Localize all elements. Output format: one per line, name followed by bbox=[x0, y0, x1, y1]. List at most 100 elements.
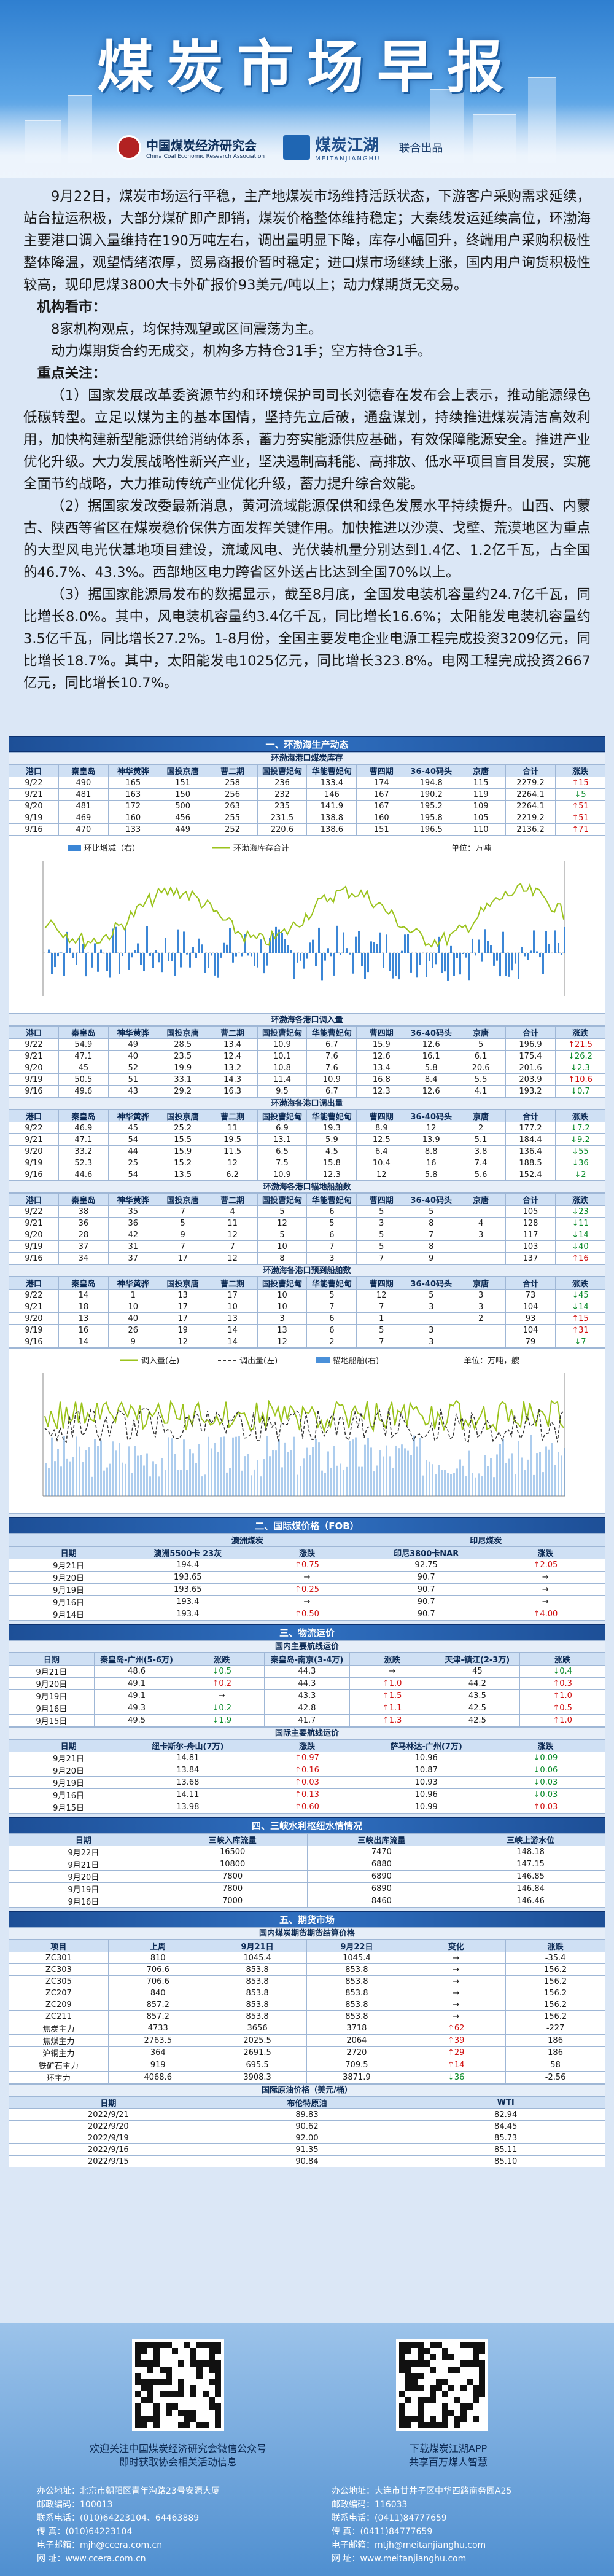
anchor-ship-bar bbox=[499, 1444, 501, 1496]
table-cell: 15.8 bbox=[306, 1157, 357, 1169]
qr-module bbox=[215, 2348, 221, 2354]
table-cell: 2219.2 bbox=[505, 812, 556, 824]
anchor-ship-bar bbox=[505, 1463, 507, 1496]
qr-module bbox=[448, 2410, 454, 2416]
table-cell: ↑0.5 bbox=[519, 1702, 605, 1715]
qr-module bbox=[135, 2379, 141, 2385]
column-header: 日期 bbox=[8, 1739, 129, 1752]
stock-change-bar bbox=[524, 953, 526, 957]
stock-change-bar bbox=[401, 950, 403, 953]
ccera-wechat-qr-code[interactable] bbox=[132, 2339, 224, 2431]
table-cell: 2264.1 bbox=[505, 788, 556, 801]
qr-module bbox=[399, 2348, 405, 2354]
column-header: 36-40码头 bbox=[406, 1110, 457, 1122]
anchor-ship-bar bbox=[459, 1459, 461, 1496]
table-cell: ↑0.2 bbox=[179, 1677, 265, 1690]
flow-chart-svg: 调入量(左) 调出量(左) 锚地船舶(右) 单位：万吨，艘 bbox=[42, 1356, 565, 1497]
table-cell: 52.3 bbox=[58, 1157, 109, 1169]
qr-module bbox=[479, 2360, 485, 2367]
stock-change-bar bbox=[395, 953, 397, 976]
table-cell: 7 bbox=[406, 1229, 457, 1241]
stock-change-bar bbox=[330, 953, 332, 957]
mtjh-app-qr-code[interactable] bbox=[396, 2339, 488, 2431]
ccera-email[interactable]: 电子邮箱：mjh@ccera.com.cn bbox=[37, 2540, 163, 2550]
section-title: 一、环渤海生产动态 bbox=[9, 736, 605, 752]
table-cell: 6 bbox=[306, 1312, 357, 1325]
mtjh-website[interactable]: 网 址：www.meitanjianghu.com bbox=[332, 2554, 467, 2564]
mtjh-emblem-icon bbox=[283, 135, 311, 160]
stock-change-bar bbox=[275, 926, 277, 953]
table-cell: 137 bbox=[505, 1252, 556, 1264]
anchor-ship-bar bbox=[389, 1456, 391, 1496]
column-header: 日期 bbox=[9, 1833, 158, 1846]
anchor-ship-bar bbox=[429, 1461, 430, 1496]
table-cell: 37 bbox=[58, 1240, 109, 1253]
stock-change-bar bbox=[229, 928, 231, 953]
table-cell: 17 bbox=[207, 1289, 258, 1301]
qr-module bbox=[172, 2348, 178, 2354]
column-header: 9月21日 bbox=[207, 1940, 308, 1952]
stock-change-bar bbox=[336, 925, 338, 953]
anchor-ship-bar bbox=[284, 1442, 286, 1496]
table-row: ZC209 857.2 853.8 853.8 → 156.2 bbox=[9, 1999, 605, 2011]
stock-change-bar bbox=[324, 953, 326, 961]
table-cell bbox=[456, 1252, 507, 1264]
qr-module bbox=[418, 2385, 424, 2391]
table-cell: 52 bbox=[107, 1062, 158, 1074]
stock-total-line bbox=[44, 883, 564, 950]
qr-module bbox=[405, 2416, 411, 2422]
table-cell: 7.4 bbox=[456, 1157, 507, 1169]
anchor-ship-bar bbox=[376, 1465, 378, 1496]
table-cell: ↑14 bbox=[406, 2059, 507, 2072]
table-cell: 36 bbox=[58, 1217, 109, 1229]
anchor-ship-bar bbox=[312, 1447, 314, 1496]
qr-module bbox=[479, 2373, 485, 2379]
stock-change-bar bbox=[208, 953, 209, 968]
table-cell: 133 bbox=[107, 823, 158, 836]
table-cell: 156.2 bbox=[505, 1999, 605, 2011]
column-header: 曹二期 bbox=[207, 1277, 258, 1290]
column-header: 神华黄骅 bbox=[107, 1026, 158, 1039]
table-cell: 7000 bbox=[157, 1895, 308, 1908]
table-row: 9/19 469 160 456 255 231.5 138.8 160 195.8 105 221… bbox=[9, 812, 606, 824]
table-cell: 853.8 bbox=[306, 2010, 407, 2022]
section-title: 二、国际煤价格（FOB） bbox=[9, 1517, 605, 1533]
legend-bar-label: 环比增减（右） bbox=[84, 844, 140, 853]
table-cell: 8.9 bbox=[356, 1122, 407, 1134]
table-cell: 9/22 bbox=[9, 1122, 59, 1134]
table-cell: 147.15 bbox=[456, 1858, 605, 1871]
table-cell: 9 bbox=[406, 1252, 457, 1264]
table-cell: 156.2 bbox=[505, 1963, 605, 1976]
column-header: 36-40码头 bbox=[406, 764, 457, 777]
anchor-ship-bar bbox=[551, 1443, 553, 1496]
futures-table: 项目 上周 9月21日 9月22日 变化 涨跌 ZC301 810 1045.4 1045.4 → -… bbox=[9, 1940, 605, 2084]
ccera-website[interactable]: 网 址：www.ccera.com.cn bbox=[37, 2554, 146, 2564]
table-cell: 10 bbox=[107, 1301, 158, 1313]
table-cell: 12.3 bbox=[356, 1085, 407, 1097]
stock-change-bar bbox=[416, 953, 418, 978]
mtjh-email[interactable]: 电子邮箱：mtjh@meitanjianghu.com bbox=[332, 2540, 486, 2550]
anchor-ship-bar bbox=[511, 1453, 513, 1496]
table-cell: 9/21 bbox=[9, 788, 59, 801]
anchor-ship-bar bbox=[143, 1465, 145, 1496]
qr-module bbox=[154, 2410, 160, 2416]
table-header-row: 日期 三峡入库流量 三峡出库流量 三峡上游水位 bbox=[9, 1833, 605, 1846]
table-cell: 49.1 bbox=[93, 1677, 180, 1690]
anchor-ship-bar bbox=[149, 1476, 151, 1496]
qr-module bbox=[405, 2348, 411, 2354]
table-cell: 12 bbox=[356, 1169, 407, 1181]
qr-module bbox=[178, 2391, 184, 2397]
qr-module bbox=[430, 2367, 436, 2373]
table-cell: 10 bbox=[257, 1301, 308, 1313]
intl-price-table: 日期 澳洲5500卡 23灰 涨跌 印尼3800卡NAR 涨跌 9月21日 194.4 ↑0.… bbox=[8, 1546, 606, 1621]
anchor-ship-bar bbox=[502, 1439, 504, 1496]
qr-module bbox=[399, 2360, 405, 2367]
qr-module bbox=[473, 2342, 479, 2348]
table-cell: ↓14 bbox=[554, 1229, 606, 1241]
table-cell: 6890 bbox=[306, 1870, 457, 1883]
table-header-row: 港口 秦皇岛 神华黄骅 国投京唐 曹二期 国投曹妃甸 华能曹妃甸 曹四期 36-40码头 京唐 合计… bbox=[9, 1110, 606, 1122]
qr-module bbox=[196, 2342, 203, 2348]
ccera-logo[interactable]: 中国煤炭经济研究会 China Coal Economic Research A… bbox=[117, 135, 265, 160]
stock-change-bar bbox=[79, 937, 80, 953]
mtjh-logo[interactable]: 煤炭江湖 MEITANJIANGHU bbox=[283, 133, 380, 162]
